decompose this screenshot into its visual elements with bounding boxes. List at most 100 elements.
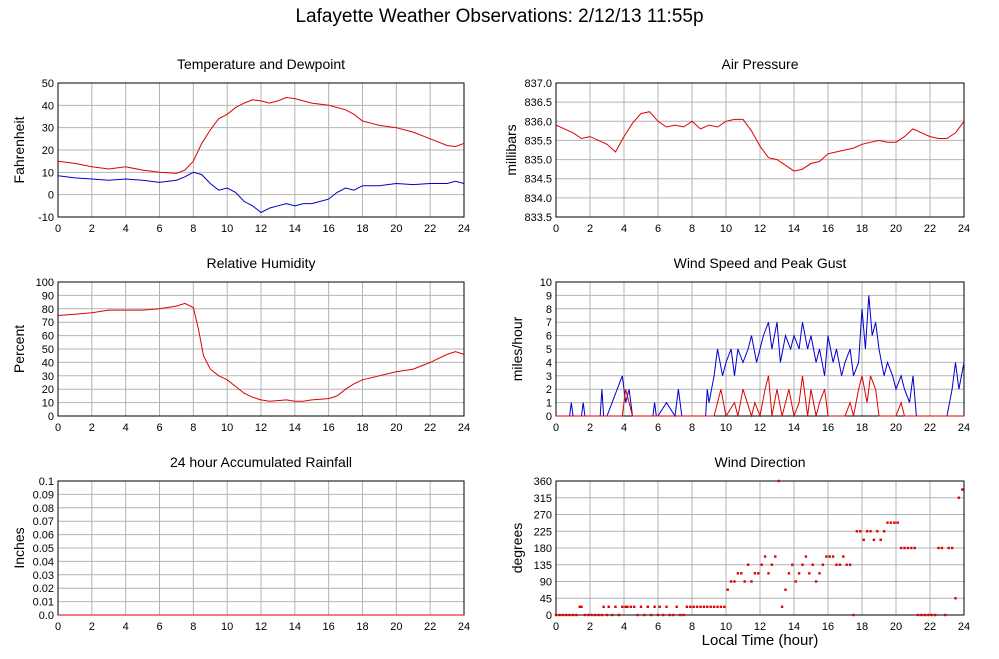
y-tick-label: 0 [546,610,552,622]
data-point [825,555,828,558]
x-tick-label: 10 [221,621,233,633]
data-point [923,613,927,617]
data-point [639,605,643,609]
data-point [780,605,784,609]
y-tick-label: 0.09 [33,489,54,501]
y-tick-label: 4 [546,357,552,369]
x-tick-label: 0 [55,422,61,434]
data-point [699,605,702,609]
data-point [757,572,760,575]
x-tick-label: 22 [424,422,436,434]
data-point [695,605,699,609]
x-tick-label: 12 [255,223,267,235]
data-point [889,521,893,524]
data-point [882,530,886,533]
data-point [602,605,605,609]
data-point [814,580,818,583]
data-point [879,538,882,542]
data-point [600,613,604,617]
x-tick-label: 6 [156,621,162,633]
data-point [913,546,916,550]
series-0 [554,479,964,617]
x-tick-label: 8 [190,223,196,235]
y-tick-label: 10 [42,398,54,410]
y-tick-label: 7 [546,317,552,329]
y-tick-label: 135 [534,560,552,572]
x-tick-label: 18 [356,223,368,235]
data-point [568,613,571,617]
x-tick-label: 12 [255,422,267,434]
x-tick-label: 2 [89,223,95,235]
data-point [855,530,859,533]
x-tick-label: 20 [390,223,402,235]
data-point [593,613,597,617]
y-tick-label: 0.08 [33,503,54,515]
data-point [801,563,804,566]
data-point [702,605,706,609]
y-tick-label: 1 [546,398,552,410]
y-tick-label: 836.5 [524,97,552,109]
x-tick-label: 10 [720,621,732,633]
x-tick-label: 0 [553,422,559,434]
x-tick-label: 4 [123,621,129,633]
data-point [893,521,896,524]
data-point [590,613,593,617]
x-tick-label: 18 [856,422,868,434]
data-point [716,605,719,609]
y-tick-label: 30 [42,371,54,383]
data-point [903,546,906,550]
y-tick-label: 315 [534,493,552,505]
x-tick-label: 24 [458,422,470,434]
y-tick-label: 90 [42,290,54,302]
x-tick-label: 8 [190,621,196,633]
data-point [767,572,770,575]
data-point [678,613,682,617]
y-tick-label: 0.0 [39,610,54,622]
y-tick-label: 0.1 [39,476,54,488]
data-point [910,546,913,550]
x-tick-label: 6 [655,223,661,235]
data-point [777,479,780,483]
data-point [774,555,777,558]
data-point [653,605,656,609]
data-point [933,613,937,617]
data-point [575,613,578,617]
x-tick-label: 2 [587,223,593,235]
y-tick-label: 60 [42,331,54,343]
chart-title: Relative Humidity [207,255,316,271]
x-tick-label: 12 [754,422,766,434]
x-tick-label: 0 [55,621,61,633]
data-point [605,613,609,617]
data-point [869,530,872,533]
y-tick-label: 0.02 [33,583,54,595]
series-line-0 [57,96,465,174]
data-point [940,546,944,550]
x-tick-label: 22 [924,223,936,235]
data-point [726,588,729,591]
data-point [709,605,712,609]
y-tick-label: 225 [534,526,552,538]
data-point [784,588,787,591]
data-point [597,613,600,617]
x-tick-label: 0 [553,621,559,633]
data-point [746,563,750,566]
x-tick-label: 2 [587,621,593,633]
x-tick-label: 16 [822,422,834,434]
data-point [675,605,678,609]
y-tick-label: 0.05 [33,543,54,555]
data-point [811,563,814,566]
y-tick-label: 0.06 [33,530,54,542]
data-point [712,605,716,609]
x-tick-label: 12 [754,223,766,235]
y-tick-label: 100 [36,277,54,289]
x-tick-label: 24 [958,621,970,633]
data-point [554,613,558,617]
data-point [821,563,825,566]
y-tick-label: 5 [546,344,552,356]
data-point [740,572,743,575]
y-axis-label: millibars [503,124,519,175]
page-title: Lafayette Weather Observations: 2/12/13 … [295,6,704,27]
